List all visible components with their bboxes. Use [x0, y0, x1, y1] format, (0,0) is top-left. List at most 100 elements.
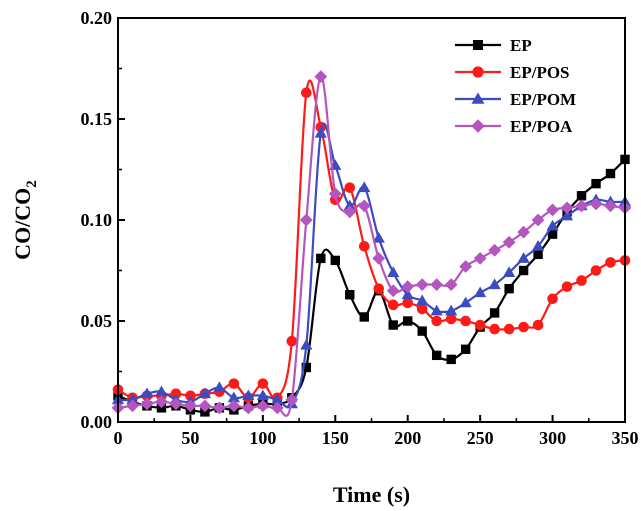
y-tick-label: 0.10: [81, 210, 113, 230]
data-point: [489, 308, 500, 318]
y-axis-title-main: CO/CO: [10, 188, 35, 260]
data-point: [140, 397, 154, 411]
legend-item: EP: [455, 36, 532, 55]
data-point: [358, 181, 371, 193]
data-point: [359, 312, 369, 322]
legend-item: EP/POA: [455, 117, 573, 136]
data-point: [257, 378, 269, 389]
data-point: [242, 389, 255, 401]
data-point: [386, 284, 400, 298]
series-line: [117, 158, 626, 414]
data-point: [415, 278, 429, 292]
data-point: [474, 319, 486, 331]
legend-marker: [471, 92, 485, 104]
data-point: [314, 126, 327, 138]
legend: EP EP/POS EP/POM EP/POA: [455, 36, 576, 136]
data-point: [430, 278, 444, 292]
data-point: [531, 240, 545, 251]
data-point: [474, 286, 487, 298]
x-tick-label: 200: [394, 428, 421, 448]
data-point: [473, 252, 487, 265]
data-point: [547, 293, 558, 305]
data-point: [459, 260, 473, 273]
data-point: [169, 397, 183, 411]
data-point: [576, 275, 587, 286]
data-point: [228, 378, 240, 389]
data-point: [387, 299, 399, 311]
data-point: [330, 255, 340, 266]
data-point: [489, 323, 500, 335]
data-point: [591, 178, 601, 189]
data-point: [358, 240, 370, 252]
data-point: [589, 197, 603, 211]
data-point: [445, 304, 458, 316]
data-point: [256, 399, 270, 413]
data-point: [560, 201, 574, 215]
legend-label: EP/POS: [510, 63, 570, 82]
data-point: [518, 265, 529, 276]
data-point: [402, 297, 414, 309]
data-point: [502, 235, 516, 249]
data-point: [533, 249, 543, 260]
data-point: [345, 290, 355, 300]
data-point: [546, 203, 559, 217]
legend-label: EP/POA: [510, 117, 573, 136]
data-point: [301, 87, 312, 99]
data-point: [590, 265, 602, 276]
data-point: [605, 257, 616, 268]
data-point: [198, 399, 212, 413]
ticks-layer: 0 50 100 150 200 250 300 350 0.00 0.05 0.10 0.15 0.2…: [81, 8, 639, 448]
data-point: [532, 319, 544, 331]
data-point: [488, 278, 501, 290]
series-ep-poa: [111, 70, 632, 417]
legend-label: EP/POM: [510, 90, 576, 109]
y-tick-label: 0.05: [81, 311, 113, 331]
legend-item: EP/POS: [455, 63, 570, 82]
data-point: [460, 315, 471, 327]
x-axis-title: Time (s): [333, 482, 410, 507]
data-point: [241, 401, 255, 415]
data-point: [344, 182, 356, 193]
data-point: [227, 399, 241, 413]
data-point: [343, 205, 357, 219]
data-point: [155, 395, 168, 409]
data-point: [416, 294, 429, 306]
data-point: [401, 288, 414, 300]
data-point: [431, 315, 442, 327]
data-point: [546, 219, 559, 231]
data-point: [401, 280, 415, 294]
data-point: [300, 338, 313, 350]
data-point: [575, 199, 588, 213]
data-point: [301, 362, 312, 373]
y-tick-label: 0.00: [81, 412, 113, 432]
data-point: [444, 278, 458, 292]
data-point: [431, 350, 442, 361]
data-point: [459, 296, 472, 308]
x-tick-label: 350: [612, 428, 639, 448]
x-tick-label: 100: [249, 428, 276, 448]
series-layer: [111, 70, 632, 417]
data-point: [430, 304, 443, 316]
legend-marker: [473, 40, 483, 50]
data-point: [504, 283, 514, 294]
x-tick-label: 150: [322, 428, 349, 448]
y-axis-title: CO/CO2: [10, 180, 40, 260]
data-point: [328, 187, 342, 201]
data-point: [605, 168, 616, 179]
data-point: [372, 231, 385, 243]
data-point: [213, 381, 226, 393]
data-point: [518, 321, 529, 333]
legend-marker: [471, 119, 485, 133]
data-point: [531, 213, 545, 227]
data-point: [314, 70, 328, 83]
data-point: [198, 387, 212, 399]
data-point: [372, 252, 386, 265]
legend-marker: [472, 66, 484, 78]
data-point: [388, 320, 398, 330]
data-point: [517, 225, 530, 239]
series-ep: [113, 154, 630, 417]
x-tick-label: 250: [467, 428, 494, 448]
data-point: [299, 213, 313, 227]
data-point: [403, 316, 413, 326]
y-tick-label: 0.15: [81, 109, 113, 129]
